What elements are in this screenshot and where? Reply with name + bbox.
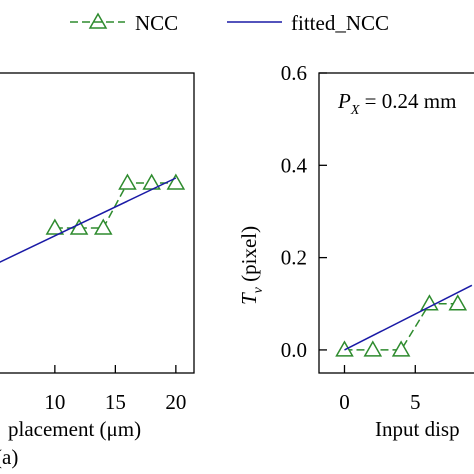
left-ncc-point bbox=[118, 173, 137, 190]
left-ncc-point bbox=[45, 218, 65, 235]
left-plot-frame bbox=[0, 72, 195, 374]
right-ncc-point bbox=[391, 340, 411, 357]
legend-ncc-label: NCC bbox=[135, 11, 178, 35]
right-ncc-line bbox=[344, 303, 458, 351]
legend-fitted-label: fitted_NCC bbox=[291, 11, 389, 35]
right-ncc-point bbox=[420, 294, 439, 311]
left-panel: 10 15 20 placement (μm) (a) bbox=[0, 72, 195, 469]
right-y-tick-label: 0.6 bbox=[281, 61, 307, 85]
right-y-tick-label: 0.2 bbox=[281, 246, 307, 270]
right-y-tick-label: 0.4 bbox=[281, 153, 308, 177]
right-panel: 0 5 0.0 0.2 0.4 0.6 PX = 0.24 mm Tv (pixel) I… bbox=[237, 61, 474, 441]
right-fitted-line bbox=[344, 284, 473, 351]
left-fitted-line bbox=[0, 177, 177, 263]
left-x-axis-label: placement (μm) bbox=[8, 417, 141, 441]
legend-ncc-marker bbox=[88, 12, 108, 29]
left-panel-label: (a) bbox=[0, 445, 18, 469]
right-annotation: PX = 0.24 mm bbox=[337, 89, 456, 118]
left-x-tick-label: 15 bbox=[105, 390, 126, 414]
right-y-tick-label: 0.0 bbox=[281, 338, 307, 362]
left-ncc-point bbox=[93, 218, 113, 235]
right-ncc-point bbox=[335, 340, 354, 357]
right-y-axis-label: Tv (pixel) bbox=[237, 226, 266, 305]
left-ncc-point bbox=[166, 173, 186, 190]
right-x-axis-label: Input disp bbox=[375, 417, 460, 441]
right-plot-frame bbox=[318, 72, 474, 374]
right-ncc-point bbox=[363, 340, 383, 357]
left-x-tick-label: 10 bbox=[44, 390, 65, 414]
right-x-tick-label: 0 bbox=[339, 390, 350, 414]
right-x-tick-label: 5 bbox=[410, 390, 421, 414]
right-ncc-point bbox=[448, 294, 468, 311]
left-x-tick-label: 20 bbox=[165, 390, 186, 414]
legend: NCC fitted_NCC bbox=[70, 11, 389, 35]
